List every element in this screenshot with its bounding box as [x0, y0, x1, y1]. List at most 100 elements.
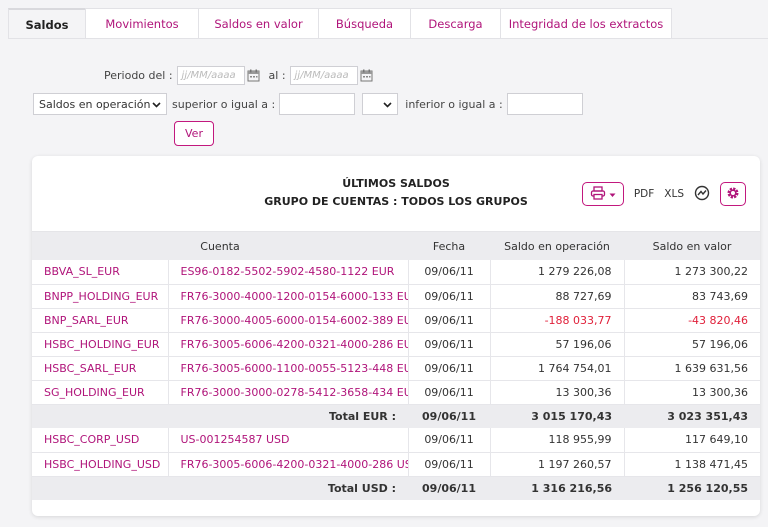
tab-busqueda[interactable]: Búsqueda	[318, 8, 411, 39]
account-name[interactable]: HSBC_HOLDING_USD	[32, 452, 169, 477]
table-row[interactable]: BBVA_SL_EUR ES96-0182-5502-5902-4580-112…	[32, 260, 760, 285]
total-eur-operacion: 3 015 170,43	[490, 404, 625, 428]
saldo-valor-cell: -43 820,46	[624, 308, 760, 333]
chevron-down-icon	[383, 98, 392, 111]
header-saldo-valor: Saldo en valor	[652, 239, 732, 253]
total-usd-row: Total USD : 09/06/11 1 316 216,56 1 256 …	[32, 476, 760, 500]
periodo-label: Periodo del :	[104, 69, 173, 82]
total-usd-valor: 1 256 120,55	[624, 476, 760, 500]
saldo-operacion-cell: 88 727,69	[490, 284, 625, 309]
header-cuenta: Cuenta	[200, 239, 240, 253]
account-name[interactable]: HSBC_HOLDING_EUR	[32, 332, 169, 357]
date-cell: 09/06/11	[408, 284, 491, 309]
chart-icon[interactable]	[694, 185, 710, 204]
table-row[interactable]: HSBC_CORP_USD US-001254587 USD 09/06/11 …	[32, 428, 760, 453]
saldo-valor-cell: 13 300,36	[624, 380, 760, 405]
table-row[interactable]: HSBC_HOLDING_USD FR76-3005-6006-4200-032…	[32, 452, 760, 477]
account-iban[interactable]: FR76-3005-6006-4200-0321-4000-286 EUR	[168, 332, 409, 357]
panel-title: ÚLTIMOS SALDOS	[342, 177, 450, 190]
saldo-valor-cell: 83 743,69	[624, 284, 760, 309]
account-iban[interactable]: FR76-3005-6000-1100-0055-5123-448 EUR	[168, 356, 409, 381]
account-iban[interactable]: FR76-3005-6006-4200-0321-4000-286 USD	[168, 452, 409, 477]
saldo-operacion-cell: 118 955,99	[490, 428, 625, 453]
chevron-down-icon	[609, 188, 616, 201]
total-usd-label: Total USD :	[32, 476, 409, 500]
date-cell: 09/06/11	[408, 356, 491, 381]
saldo-operacion-cell: 1 279 226,08	[490, 260, 625, 285]
inferior-label: inferior o igual a :	[405, 97, 503, 111]
header-fecha: Fecha	[432, 239, 466, 253]
pdf-button[interactable]: PDF	[633, 188, 655, 200]
total-eur-date: 09/06/11	[408, 404, 491, 428]
account-iban[interactable]: FR76-3000-4000-1200-0154-6000-133 EUR	[168, 284, 409, 309]
min-amount-input[interactable]	[279, 93, 356, 115]
account-name[interactable]: HSBC_CORP_USD	[32, 428, 169, 453]
xls-button[interactable]: XLS	[664, 188, 684, 200]
tab-saldos[interactable]: Saldos	[8, 8, 86, 39]
max-amount-input[interactable]	[506, 93, 583, 115]
saldo-operacion-cell: 13 300,36	[490, 380, 625, 405]
panel-header: ÚLTIMOS SALDOS GRUPO DE CUENTAS : TODOS …	[32, 156, 760, 232]
date-from-input[interactable]: jj/MM/aaaa	[176, 66, 245, 85]
account-name[interactable]: BNPP_HOLDING_EUR	[32, 284, 169, 309]
saldo-operacion-cell: 1 197 260,57	[490, 452, 625, 477]
account-iban[interactable]: ES96-0182-5502-5902-4580-1122 EUR	[168, 260, 409, 285]
tab-descarga[interactable]: Descarga	[410, 8, 501, 39]
date-cell: 09/06/11	[408, 428, 491, 453]
total-usd-date: 09/06/11	[408, 476, 491, 500]
balances-panel: ÚLTIMOS SALDOS GRUPO DE CUENTAS : TODOS …	[32, 156, 760, 516]
al-label: al :	[268, 69, 286, 82]
date-to-input[interactable]: jj/MM/aaaa	[289, 66, 358, 85]
balance-type-value: Saldos en operación	[39, 97, 151, 111]
tab-saldos-en-valor[interactable]: Saldos en valor	[198, 8, 319, 39]
account-iban[interactable]: FR76-3000-3000-0278-5412-3658-434 EUR	[168, 380, 409, 405]
account-name[interactable]: BBVA_SL_EUR	[32, 260, 169, 285]
account-iban[interactable]: FR76-3000-4005-6000-0154-6002-389 EUR	[168, 308, 409, 333]
saldo-valor-cell: 1 138 471,45	[624, 452, 760, 477]
print-button[interactable]	[581, 182, 624, 206]
table-row[interactable]: HSBC_HOLDING_EUR FR76-3005-6006-4200-032…	[32, 332, 760, 357]
calendar-icon[interactable]	[358, 66, 376, 85]
operator-select[interactable]	[362, 93, 399, 115]
saldo-valor-cell: 1 273 300,22	[624, 260, 760, 285]
saldo-valor-cell: 1 639 631,56	[624, 356, 760, 381]
total-eur-valor: 3 023 351,43	[624, 404, 760, 428]
account-name[interactable]: SG_HOLDING_EUR	[32, 380, 169, 405]
period-row: Periodo del : jj/MM/aaaa al : jj/MM/aaaa	[104, 66, 376, 85]
date-cell: 09/06/11	[408, 380, 491, 405]
account-iban[interactable]: US-001254587 USD	[168, 428, 409, 453]
settings-button[interactable]	[720, 182, 746, 206]
header-saldo-operacion: Saldo en operación	[504, 239, 610, 253]
printer-icon	[590, 185, 606, 203]
saldo-valor-cell: 117 649,10	[624, 428, 760, 453]
total-eur-row: Total EUR : 09/06/11 3 015 170,43 3 023 …	[32, 404, 760, 428]
table-row[interactable]: BNPP_HOLDING_EUR FR76-3000-4000-1200-015…	[32, 284, 760, 309]
account-name[interactable]: HSBC_SARL_EUR	[32, 356, 169, 381]
tab-divider	[8, 38, 768, 39]
total-usd-operacion: 1 316 216,56	[490, 476, 625, 500]
table-row[interactable]: HSBC_SARL_EUR FR76-3005-6000-1100-0055-5…	[32, 356, 760, 381]
panel-subtitle: GRUPO DE CUENTAS : TODOS LOS GRUPOS	[264, 195, 528, 208]
ver-button[interactable]: Ver	[174, 121, 214, 146]
gear-icon	[726, 186, 740, 203]
date-cell: 09/06/11	[408, 308, 491, 333]
table-row[interactable]: SG_HOLDING_EUR FR76-3000-3000-0278-5412-…	[32, 380, 760, 405]
saldo-operacion-cell: 57 196,06	[490, 332, 625, 357]
tab-bar: Saldos Movimientos Saldos en valor Búsqu…	[8, 8, 768, 39]
total-eur-label: Total EUR :	[32, 404, 409, 428]
calendar-icon[interactable]	[245, 66, 263, 85]
date-cell: 09/06/11	[408, 260, 491, 285]
account-name[interactable]: BNP_SARL_EUR	[32, 308, 169, 333]
saldo-operacion-cell: -188 033,77	[490, 308, 625, 333]
chevron-down-icon	[152, 98, 161, 111]
table-row[interactable]: BNP_SARL_EUR FR76-3000-4005-6000-0154-60…	[32, 308, 760, 333]
toolbar: PDF XLS	[581, 182, 746, 206]
amount-row: Saldos en operación superior o igual a :…	[33, 93, 583, 115]
table-header-row: Cuenta Fecha Saldo en operación Saldo en…	[32, 232, 760, 260]
tab-movimientos[interactable]: Movimientos	[85, 8, 199, 39]
tab-integridad-extractos[interactable]: Integridad de los extractos	[500, 8, 672, 39]
balances-table: Cuenta Fecha Saldo en operación Saldo en…	[32, 232, 760, 500]
date-cell: 09/06/11	[408, 452, 491, 477]
balance-type-select[interactable]: Saldos en operación	[33, 93, 167, 115]
saldo-operacion-cell: 1 764 754,01	[490, 356, 625, 381]
